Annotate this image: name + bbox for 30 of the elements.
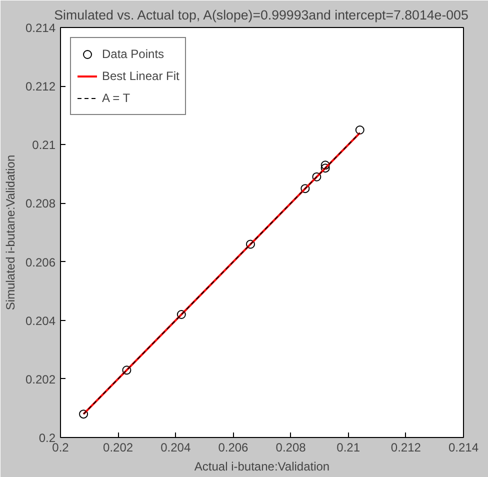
x-tick-label: 0.202 xyxy=(103,440,134,454)
y-tick-label: 0.206 xyxy=(25,255,56,270)
y-tick-label: 0.208 xyxy=(25,196,56,211)
x-tick-label: 0.206 xyxy=(218,440,249,454)
legend-label: A = T xyxy=(102,91,130,105)
x-tick-label: 0.2 xyxy=(52,440,70,454)
x-tick-label: 0.214 xyxy=(448,440,479,454)
point xyxy=(246,240,255,249)
y-tick-label: 0.204 xyxy=(25,314,56,328)
x-tick-label: 0.208 xyxy=(276,440,306,454)
y-tick-label: 0.214 xyxy=(25,21,56,35)
point xyxy=(79,410,88,419)
point xyxy=(300,184,310,194)
legend-label: Data Points xyxy=(102,47,164,61)
x-axis-title: Actual i-butane:Validation xyxy=(194,460,330,474)
point xyxy=(122,366,132,375)
chart-title: Simulated vs. Actual top, A(slope)=0.99993and intercept=7.8014e-005 xyxy=(54,8,468,22)
y-tick-label: 0.212 xyxy=(25,80,56,94)
x-tick-label: 0.21 xyxy=(336,440,360,454)
y-tick-label: 0.202 xyxy=(25,372,56,386)
point xyxy=(320,164,330,173)
x-tick-label: 0.212 xyxy=(390,440,422,454)
y-axis-title: Simulated i-butane:Validation xyxy=(3,154,18,310)
legend-label: Best Linear Fit xyxy=(102,69,180,83)
point xyxy=(312,172,322,182)
point xyxy=(176,310,186,319)
y-tick-label: 0.21 xyxy=(32,138,56,152)
x-tick-label: 0.204 xyxy=(160,440,191,454)
point xyxy=(320,160,330,170)
point xyxy=(355,126,364,134)
